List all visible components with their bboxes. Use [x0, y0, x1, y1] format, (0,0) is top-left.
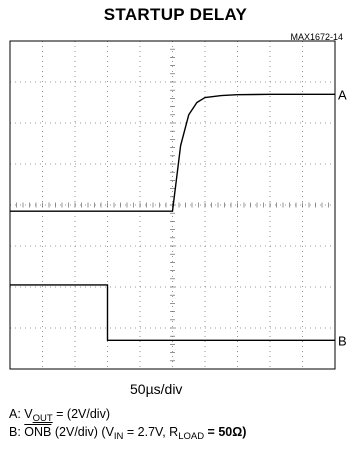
traces: [10, 93, 335, 341]
trace-labels: AB: [338, 87, 347, 348]
caption-b: B: ONB (2V/div) (VIN = 2.7V, RLOAD = 50Ω…: [9, 425, 247, 442]
caption-b-prefix: B:: [9, 425, 25, 439]
trace-label-b: B: [338, 333, 347, 348]
plot-frame: [9, 40, 336, 370]
caption-b-sub1: IN: [113, 431, 124, 442]
oscilloscope-plot: AB: [9, 40, 347, 370]
caption-b-mid: (2V/div) (V: [51, 425, 114, 439]
grid: [9, 40, 336, 370]
caption-b-mid2: = 2.7V, R: [123, 425, 179, 439]
caption-b-sub2: LOAD: [178, 431, 205, 442]
caption-b-signal: ONB: [24, 425, 52, 439]
caption-b-suffix: = 50Ω): [204, 425, 247, 439]
trace-a: [10, 93, 335, 212]
caption-a-suffix: = (2V/div): [52, 407, 110, 421]
caption-a: A: VOUT = (2V/div): [9, 407, 110, 424]
caption-a-sub: OUT: [32, 413, 53, 424]
trace-label-a: A: [338, 87, 347, 102]
x-scale-label: 50µs/div: [130, 381, 183, 397]
trace-b: [10, 284, 335, 341]
figure-id: MAX1672-14: [290, 32, 343, 42]
caption-a-prefix: A: V: [9, 407, 33, 421]
chart-title: STARTUP DELAY: [103, 5, 248, 24]
